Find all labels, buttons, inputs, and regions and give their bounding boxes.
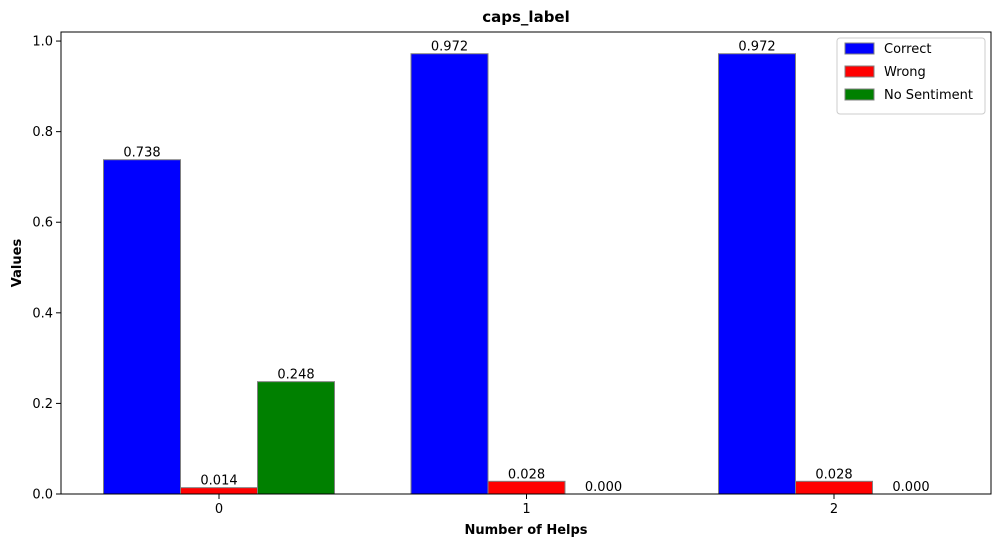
bar-correct-1 (410, 53, 489, 495)
legend: Correct Wrong No Sentiment (836, 37, 986, 115)
bar-value-label: 0.972 (431, 40, 468, 55)
legend-entry: Wrong (884, 65, 926, 80)
x-tick-label: 1 (522, 502, 530, 517)
bar-value-label: 0.028 (508, 467, 545, 482)
y-tick-label: 0.4 (32, 306, 53, 321)
bar-wrong-2 (795, 480, 873, 495)
x-tick-label: 2 (830, 502, 838, 517)
y-tick-label: 0.6 (32, 216, 53, 231)
bar-value-label: 0.014 (200, 474, 237, 489)
legend-entry: Correct (884, 42, 931, 57)
bar-value-label: 0.000 (892, 480, 929, 495)
bar-value-label: 0.738 (123, 146, 160, 161)
chart-title: caps_label (482, 8, 570, 26)
y-tick-label: 1.0 (32, 35, 53, 50)
x-axis-label: Number of Helps (464, 523, 587, 538)
legend-swatch (844, 88, 875, 101)
bar-value-label: 0.028 (815, 467, 852, 482)
bar-correct-2 (718, 53, 796, 495)
bar-value-label: 0.248 (277, 368, 314, 383)
y-axis: 0.0 0.2 0.4 0.6 0.8 1.0 (32, 35, 61, 503)
bar-value-label: 0.972 (738, 40, 775, 55)
legend-swatch (844, 65, 875, 78)
x-tick-label: 0 (215, 502, 223, 517)
bar-value-label: 0.000 (585, 480, 622, 495)
y-tick-label: 0.2 (32, 397, 53, 412)
y-axis-label: Values (10, 239, 25, 288)
x-axis: 0 1 2 (215, 494, 838, 517)
bar-no-sentiment-0 (257, 381, 335, 495)
bar-correct-0 (103, 159, 181, 495)
plot-area: 0.738 0.972 0.972 0.014 0.028 0.028 0.248 0.000… (103, 40, 930, 495)
bar-wrong-1 (487, 480, 566, 495)
y-tick-label: 0.0 (32, 488, 53, 503)
y-tick-label: 0.8 (32, 125, 53, 140)
legend-swatch (844, 42, 875, 55)
legend-entry: No Sentiment (884, 88, 973, 103)
